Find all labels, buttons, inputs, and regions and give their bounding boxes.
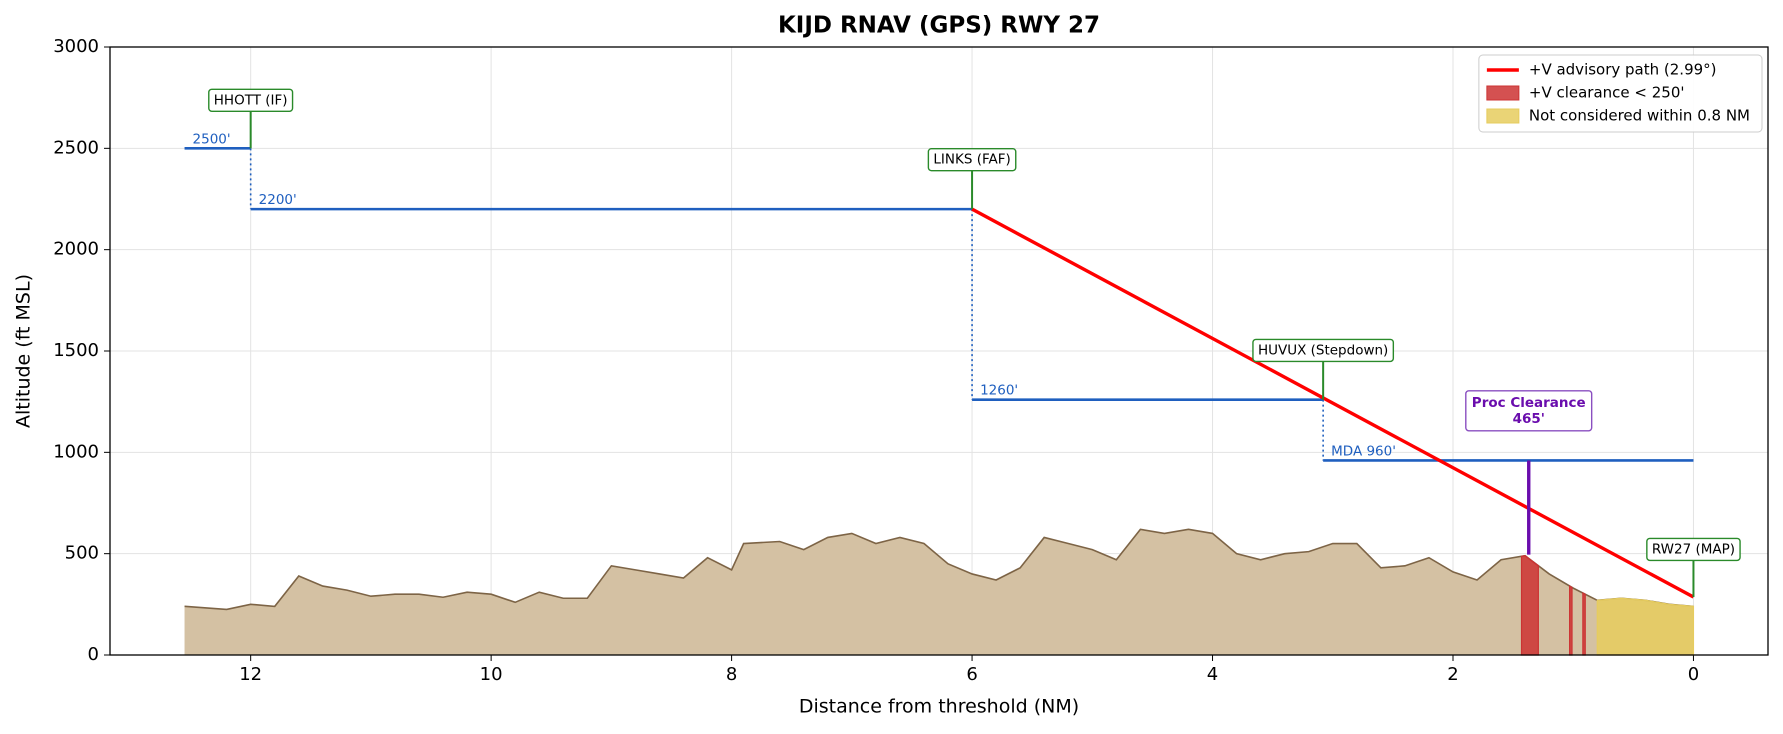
legend-label: +V advisory path (2.99°) — [1529, 61, 1717, 79]
region — [1569, 584, 1573, 656]
y-axis-label: Altitude (ft MSL) — [13, 274, 35, 428]
legend-label: +V clearance < 250' — [1529, 84, 1685, 102]
region — [1582, 592, 1586, 656]
region — [1520, 555, 1539, 656]
proc-clearance-label: Proc Clearance — [1472, 395, 1586, 411]
proc-clearance-value: 465' — [1513, 411, 1545, 427]
fix-label: HUVUX (Stepdown) — [1258, 342, 1388, 358]
y-tick-label: 2500 — [53, 137, 99, 158]
x-tick-label: 12 — [239, 664, 262, 685]
legend-swatch — [1486, 85, 1520, 101]
legend-label: Not considered within 0.8 NM — [1529, 107, 1750, 125]
fix-label: RW27 (MAP) — [1652, 541, 1735, 557]
legend: +V advisory path (2.99°) +V clearance < 2… — [1478, 54, 1763, 133]
y-tick-label: 3000 — [53, 36, 99, 57]
fix-label: HHOTT (IF) — [214, 92, 288, 108]
y-tick-label: 500 — [65, 543, 99, 564]
x-tick-label: 8 — [726, 664, 737, 685]
x-tick-label: 6 — [966, 664, 977, 685]
plot-frame — [109, 46, 1769, 656]
legend-box — [1478, 54, 1763, 133]
y-tick-label: 0 — [88, 644, 99, 665]
altitude-label: 2500' — [193, 131, 231, 147]
x-tick-label: 4 — [1207, 664, 1218, 685]
x-tick-label: 2 — [1447, 664, 1458, 685]
y-tick-label: 1500 — [53, 340, 99, 361]
proc-clearance-box — [1465, 390, 1593, 432]
terrain-area — [184, 529, 1694, 655]
y-tick-label: 2000 — [53, 239, 99, 260]
region — [1596, 597, 1695, 656]
x-tick-label: 0 — [1688, 664, 1699, 685]
altitude-label: MDA 960' — [1331, 443, 1396, 459]
fix-label: LINKS (FAF) — [933, 152, 1010, 168]
x-tick-label: 10 — [480, 664, 503, 685]
altitude-label: 1260' — [980, 383, 1018, 399]
legend-swatch — [1486, 108, 1520, 124]
y-tick-label: 1000 — [53, 441, 99, 462]
terrain-edge — [184, 528, 1694, 611]
altitude-label: 2200' — [259, 192, 297, 208]
chart-title: KIJD RNAV (GPS) RWY 27 — [778, 13, 1100, 39]
advisory-path — [971, 207, 1695, 599]
x-axis-label: Distance from threshold (NM) — [799, 696, 1079, 718]
